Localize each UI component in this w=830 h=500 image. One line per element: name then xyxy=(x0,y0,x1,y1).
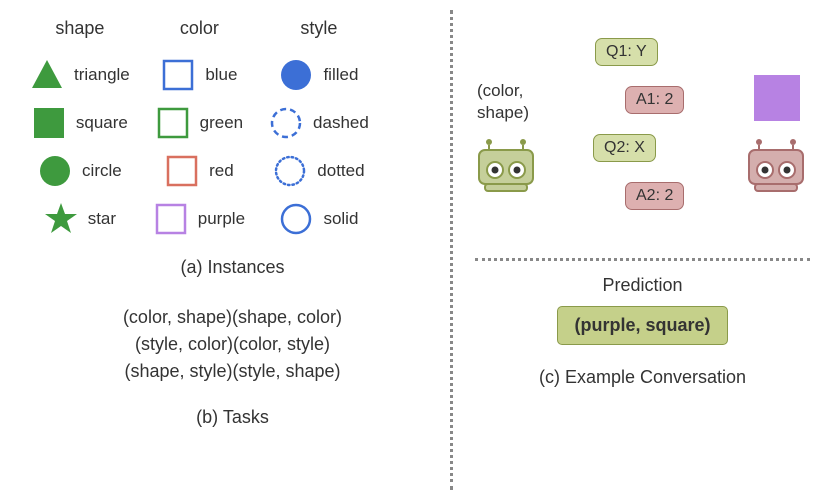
blue-swatch xyxy=(161,58,195,92)
task-label: (color, shape) xyxy=(477,80,529,124)
purple-swatch xyxy=(154,202,188,236)
vertical-divider xyxy=(450,10,453,490)
q2-bubble: Q2: X xyxy=(593,134,656,162)
caption-a: (a) Instances xyxy=(30,257,435,278)
style-label: dotted xyxy=(317,161,364,181)
solid-icon xyxy=(279,202,313,236)
robot-a-icon xyxy=(745,138,807,194)
caption-b: (b) Tasks xyxy=(30,407,435,428)
style-header: style xyxy=(300,18,337,39)
red-swatch xyxy=(165,154,199,188)
color-label: purple xyxy=(198,209,245,229)
a1-bubble: A1: 2 xyxy=(625,86,684,114)
dashed-icon xyxy=(269,106,303,140)
target-shape xyxy=(753,74,801,122)
tasks-line: (color, shape)(shape, color) xyxy=(30,304,435,331)
tasks-line: (style, color)(color, style) xyxy=(30,331,435,358)
conversation-area: (color, shape) Q1: Y A1: 2 Q2: X A2: 2 xyxy=(475,30,810,250)
horizontal-divider xyxy=(475,258,810,261)
color-label: red xyxy=(209,161,234,181)
square-icon xyxy=(32,106,66,140)
color-label: blue xyxy=(205,65,237,85)
shape-label: star xyxy=(88,209,116,229)
shape-header: shape xyxy=(55,18,104,39)
color-column: color blue green red xyxy=(154,18,245,243)
shape-label: triangle xyxy=(74,65,130,85)
style-label: solid xyxy=(323,209,358,229)
prediction-label: Prediction xyxy=(475,275,810,296)
tasks-block: (color, shape)(shape, color) (style, col… xyxy=(30,304,435,385)
green-swatch xyxy=(156,106,190,140)
circle-icon xyxy=(38,154,72,188)
style-column: style filled dashed dotted xyxy=(269,18,369,243)
style-label: dashed xyxy=(313,113,369,133)
q1-bubble: Q1: Y xyxy=(595,38,658,66)
caption-c: (c) Example Conversation xyxy=(475,367,810,388)
triangle-icon xyxy=(30,58,64,92)
color-header: color xyxy=(180,18,219,39)
color-label: green xyxy=(200,113,243,133)
shape-label: square xyxy=(76,113,128,133)
instances-grid: shape triangle square circle xyxy=(30,18,435,243)
dotted-icon xyxy=(273,154,307,188)
shape-label: circle xyxy=(82,161,122,181)
robot-q-icon xyxy=(475,138,537,194)
star-icon xyxy=(44,202,78,236)
a2-bubble: A2: 2 xyxy=(625,182,684,210)
shape-column: shape triangle square circle xyxy=(30,18,130,243)
style-label: filled xyxy=(323,65,358,85)
filled-icon xyxy=(279,58,313,92)
tasks-line: (shape, style)(style, shape) xyxy=(30,358,435,385)
prediction-box: (purple, square) xyxy=(557,306,727,345)
